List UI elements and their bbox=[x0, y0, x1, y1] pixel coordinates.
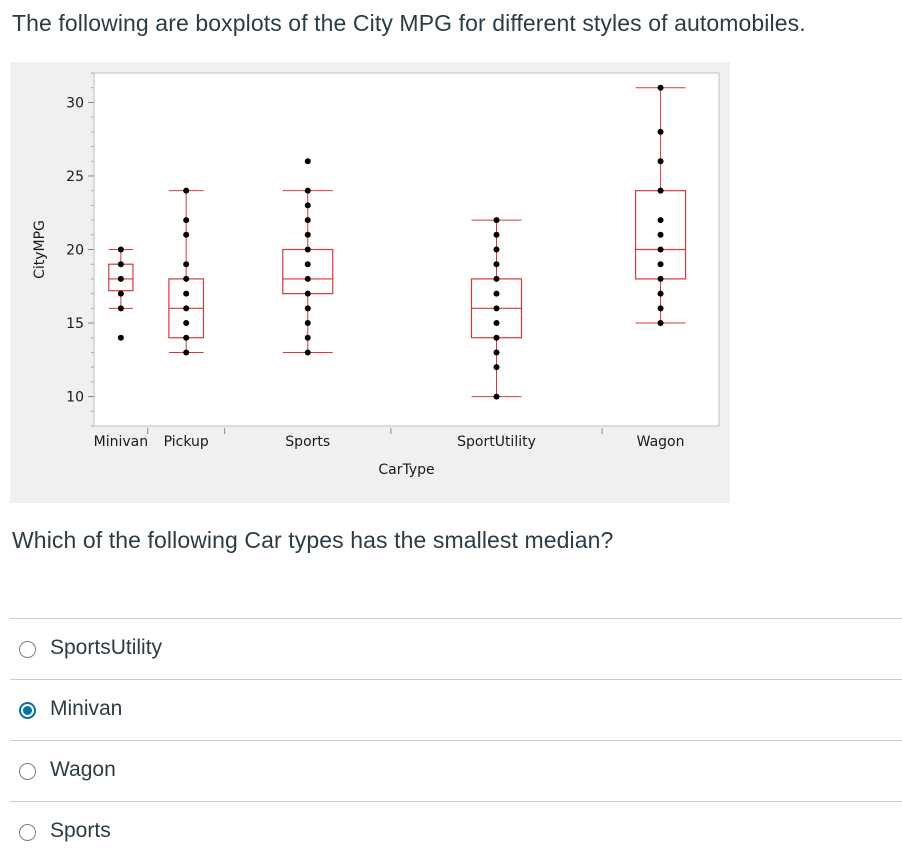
data-point bbox=[117, 246, 124, 253]
radio-button[interactable] bbox=[19, 702, 36, 719]
question-prompt: Which of the following Car types has the… bbox=[12, 527, 614, 553]
data-point bbox=[304, 158, 311, 165]
x-tick-label: Minivan bbox=[94, 434, 148, 450]
data-point bbox=[117, 334, 124, 341]
data-point bbox=[183, 334, 190, 341]
data-point bbox=[304, 217, 311, 224]
data-point bbox=[304, 202, 311, 209]
data-point bbox=[657, 305, 664, 312]
radio-button[interactable] bbox=[19, 641, 36, 658]
data-point bbox=[117, 261, 124, 268]
data-point bbox=[493, 349, 500, 356]
answer-option-sportsutility[interactable]: SportsUtility bbox=[10, 618, 902, 679]
radio-button[interactable] bbox=[19, 763, 36, 780]
data-point bbox=[304, 275, 311, 282]
data-point bbox=[657, 128, 664, 135]
data-point bbox=[304, 349, 311, 356]
y-tick-label: 15 bbox=[66, 316, 84, 332]
data-point bbox=[657, 290, 664, 297]
data-point bbox=[183, 217, 190, 224]
data-point bbox=[493, 320, 500, 327]
data-point bbox=[657, 84, 664, 91]
data-point bbox=[183, 290, 190, 297]
data-point bbox=[304, 290, 311, 297]
data-point bbox=[657, 320, 664, 327]
data-point bbox=[183, 231, 190, 238]
data-point bbox=[493, 290, 500, 297]
data-point bbox=[183, 187, 190, 194]
data-point bbox=[493, 334, 500, 341]
data-point bbox=[493, 275, 500, 282]
answer-label: Sports bbox=[50, 819, 111, 842]
data-point bbox=[304, 305, 311, 312]
data-point bbox=[657, 261, 664, 268]
data-point bbox=[493, 231, 500, 238]
answer-option-minivan[interactable]: Minivan bbox=[10, 679, 902, 740]
data-point bbox=[657, 246, 664, 253]
data-point bbox=[493, 246, 500, 253]
data-point bbox=[493, 217, 500, 224]
data-point bbox=[183, 305, 190, 312]
x-tick-label: Sports bbox=[285, 434, 330, 450]
y-tick-label: 20 bbox=[66, 243, 84, 259]
data-point bbox=[493, 393, 500, 400]
data-point bbox=[183, 320, 190, 327]
answer-list: SportsUtility Minivan Wagon Sports bbox=[10, 618, 902, 862]
x-axis-label: CarType bbox=[378, 462, 434, 478]
data-point bbox=[657, 217, 664, 224]
data-point bbox=[304, 320, 311, 327]
data-point bbox=[304, 231, 311, 238]
data-point bbox=[117, 305, 124, 312]
data-point bbox=[493, 261, 500, 268]
data-point bbox=[117, 275, 124, 282]
data-point bbox=[183, 275, 190, 282]
plot-area bbox=[93, 72, 720, 427]
data-point bbox=[304, 246, 311, 253]
y-tick-label: 10 bbox=[66, 390, 84, 406]
data-point bbox=[657, 187, 664, 194]
data-point bbox=[657, 158, 664, 165]
data-point bbox=[304, 334, 311, 341]
data-point bbox=[657, 275, 664, 282]
data-point bbox=[183, 261, 190, 268]
data-point bbox=[493, 305, 500, 312]
answer-option-sports[interactable]: Sports bbox=[10, 801, 902, 862]
data-point bbox=[304, 261, 311, 268]
y-tick-label: 30 bbox=[66, 95, 84, 111]
data-point bbox=[493, 364, 500, 371]
answer-label: SportsUtility bbox=[50, 636, 163, 659]
data-point bbox=[304, 187, 311, 194]
answer-label: Wagon bbox=[50, 758, 116, 781]
data-point bbox=[183, 349, 190, 356]
radio-button[interactable] bbox=[19, 824, 36, 841]
boxplot-svg: 10 15 20 25 30 CityMPG Minivan Pickup Sports Spor… bbox=[32, 72, 720, 478]
question-intro: The following are boxplots of the City M… bbox=[12, 10, 806, 36]
answer-option-wagon[interactable]: Wagon bbox=[10, 740, 902, 801]
x-tick-label: Pickup bbox=[164, 434, 209, 450]
y-tick-label: 25 bbox=[66, 169, 84, 185]
x-tick-label: Wagon bbox=[637, 434, 685, 450]
answer-label: Minivan bbox=[50, 697, 123, 720]
x-tick-label: SportUtility bbox=[457, 434, 536, 450]
boxplot-chart: 10 15 20 25 30 CityMPG Minivan Pickup Sports Spor… bbox=[10, 62, 730, 503]
data-point bbox=[657, 231, 664, 238]
data-point bbox=[117, 290, 124, 297]
y-axis-label: CityMPG bbox=[32, 220, 48, 279]
